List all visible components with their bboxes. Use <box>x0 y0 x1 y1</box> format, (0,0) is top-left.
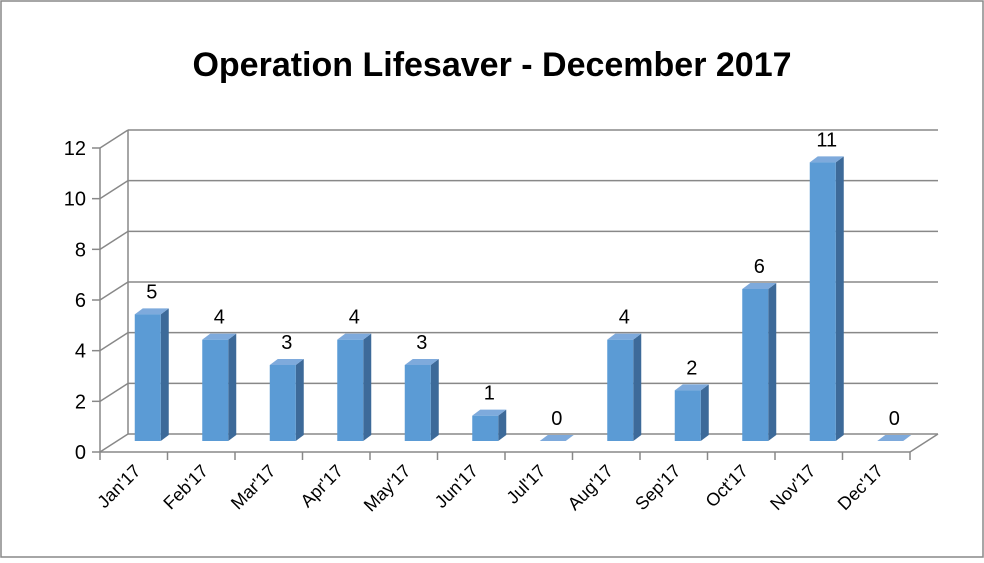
bar-top <box>337 333 372 340</box>
bar-side <box>295 359 304 441</box>
bar-side <box>700 384 709 441</box>
bar-side <box>768 283 777 441</box>
chart-title: Operation Lifesaver - December 2017 <box>192 46 791 84</box>
bar-side <box>228 333 237 441</box>
bar-top <box>202 333 237 340</box>
bar <box>269 365 296 441</box>
grid-line <box>99 230 129 250</box>
data-label: 3 <box>416 332 427 354</box>
grid-line <box>99 433 129 453</box>
bar-top <box>674 384 709 391</box>
grid-line <box>99 382 129 402</box>
bar-top <box>809 156 844 163</box>
bar <box>202 339 229 441</box>
y-tick-label: 8 <box>75 239 86 261</box>
bar-top <box>472 409 507 416</box>
data-label: 11 <box>816 129 837 151</box>
right-wall-edge <box>909 433 939 453</box>
grid-line <box>99 281 129 301</box>
data-label: 0 <box>889 408 900 430</box>
bar <box>674 390 701 441</box>
y-tick-label: 0 <box>75 442 86 464</box>
bar-side <box>633 333 642 441</box>
grid-line <box>99 332 129 352</box>
bar-side <box>498 409 507 441</box>
bar <box>337 339 364 441</box>
data-label: 4 <box>619 307 630 329</box>
data-label: 2 <box>686 357 697 379</box>
bar-side <box>160 308 169 441</box>
bar-top <box>877 435 912 441</box>
bar-top <box>539 435 574 441</box>
bar-top <box>134 308 169 315</box>
bar <box>809 162 836 442</box>
y-tick-label: 12 <box>64 138 86 160</box>
bar-top <box>607 333 642 340</box>
grid-line <box>99 180 129 200</box>
data-label: 1 <box>484 383 495 405</box>
y-tick-label: 4 <box>75 341 86 363</box>
bar-side <box>363 333 372 441</box>
bar-side <box>430 359 439 441</box>
data-label: 3 <box>281 332 292 354</box>
bar <box>607 339 634 441</box>
y-tick-label: 10 <box>64 189 86 211</box>
bar-top <box>742 283 777 289</box>
bar-top <box>404 359 439 365</box>
y-tick-label: 6 <box>75 290 86 312</box>
bar <box>472 415 499 441</box>
y-tick-label: 2 <box>75 391 86 413</box>
grid-line <box>99 129 129 149</box>
bar-side <box>835 156 844 442</box>
data-label: 6 <box>754 256 765 278</box>
bar <box>404 365 431 441</box>
data-label: 5 <box>146 281 157 303</box>
bar-top <box>269 359 304 365</box>
data-label: 4 <box>214 307 225 329</box>
bar <box>742 289 769 441</box>
bar <box>134 314 161 441</box>
data-label: 4 <box>349 307 360 329</box>
data-label: 0 <box>551 408 562 430</box>
